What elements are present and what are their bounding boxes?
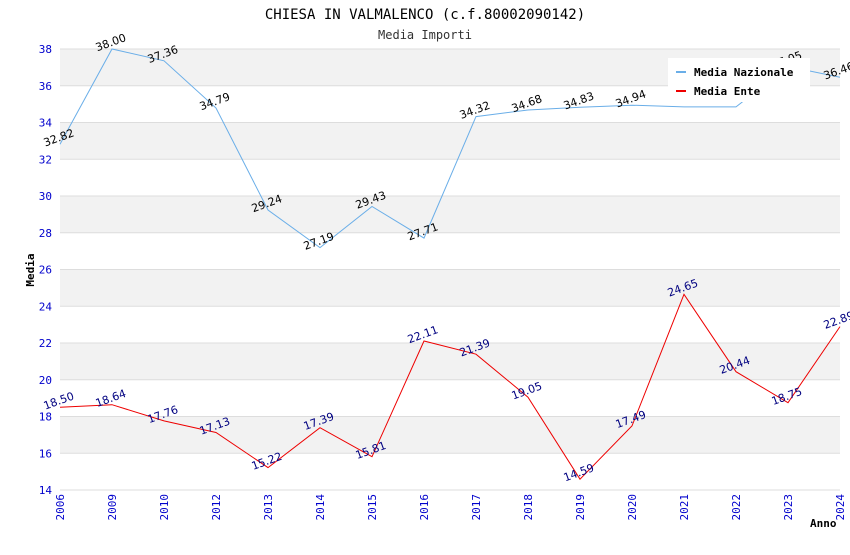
legend: Media Nazionale Media Ente bbox=[668, 58, 810, 102]
legend-label: Media Ente bbox=[694, 85, 761, 98]
grid-band bbox=[60, 379, 840, 417]
x-tick-label: 2009 bbox=[106, 494, 119, 521]
x-tick-label: 2023 bbox=[782, 494, 795, 521]
y-tick-label: 16 bbox=[39, 447, 52, 460]
chart-subtitle: Media Importi bbox=[378, 28, 472, 42]
y-tick-label: 32 bbox=[39, 153, 52, 166]
x-tick-label: 2017 bbox=[470, 494, 483, 521]
x-tick-label: 2018 bbox=[522, 494, 535, 521]
grid bbox=[60, 48, 840, 491]
y-tick-label: 20 bbox=[39, 374, 52, 387]
series-line bbox=[59, 48, 841, 249]
series-lines bbox=[59, 48, 841, 481]
grid-band bbox=[60, 232, 840, 270]
x-axis-label: Anno bbox=[810, 517, 837, 530]
y-tick-label: 30 bbox=[39, 190, 52, 203]
y-tick-label: 36 bbox=[39, 80, 52, 93]
y-tick-label: 22 bbox=[39, 337, 52, 350]
grid-band bbox=[60, 122, 840, 160]
series-line bbox=[59, 293, 841, 481]
y-tick-label: 38 bbox=[39, 43, 52, 56]
y-axis-label: Media bbox=[24, 253, 37, 286]
x-tick-label: 2016 bbox=[418, 494, 431, 521]
legend-label: Media Nazionale bbox=[694, 66, 794, 79]
x-tick-label: 2022 bbox=[730, 494, 743, 521]
legend-box bbox=[668, 58, 810, 102]
y-tick-label: 34 bbox=[39, 117, 53, 130]
grid-band bbox=[60, 269, 840, 307]
x-tick-label: 2010 bbox=[158, 494, 171, 521]
x-tick-label: 2013 bbox=[262, 494, 275, 521]
x-tick-label: 2024 bbox=[834, 494, 847, 521]
x-tick-label: 2021 bbox=[678, 494, 691, 521]
x-tick-label: 2020 bbox=[626, 494, 639, 521]
y-tick-label: 14 bbox=[39, 484, 53, 497]
y-tick-label: 24 bbox=[39, 300, 53, 313]
x-tick-label: 2012 bbox=[210, 494, 223, 521]
x-tick-label: 2019 bbox=[574, 494, 587, 521]
grid-band bbox=[60, 306, 840, 343]
x-tick-label: 2006 bbox=[54, 494, 67, 521]
y-tick-label: 26 bbox=[39, 264, 52, 277]
x-tick-label: 2015 bbox=[366, 494, 379, 521]
y-tick-label: 18 bbox=[39, 411, 52, 424]
x-tick-label: 2014 bbox=[314, 494, 327, 521]
grid-band bbox=[60, 343, 840, 380]
y-tick-label: 28 bbox=[39, 227, 52, 240]
grid-band bbox=[60, 453, 840, 490]
grid-band bbox=[60, 196, 840, 233]
chart-title: CHIESA IN VALMALENCO (c.f.80002090142) bbox=[265, 7, 585, 23]
grid-band bbox=[60, 416, 840, 454]
